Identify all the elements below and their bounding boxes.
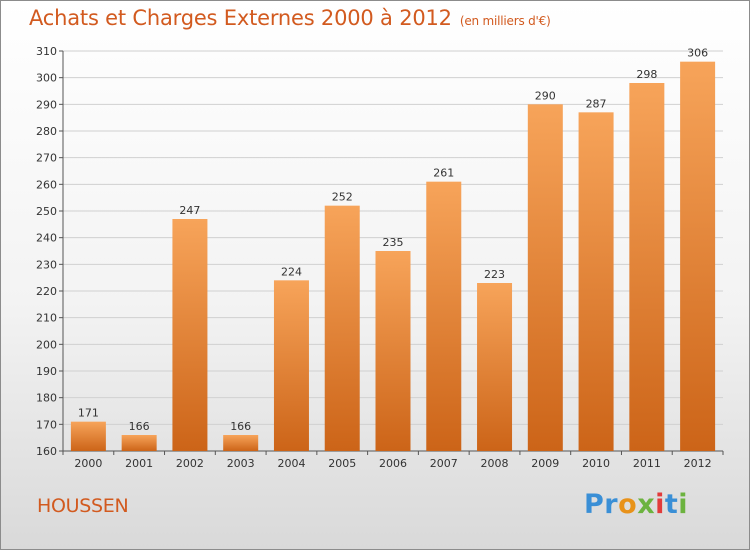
data-label: 252 xyxy=(332,191,353,204)
proxiti-logo: Proxiti xyxy=(584,489,688,520)
x-tick-label: 2008 xyxy=(481,457,509,470)
y-tick-label: 190 xyxy=(36,365,57,378)
y-tick-label: 220 xyxy=(36,285,57,298)
bar xyxy=(324,205,360,451)
x-tick-label: 2009 xyxy=(531,457,559,470)
bar xyxy=(477,283,513,451)
y-tick-label: 280 xyxy=(36,125,57,138)
data-label: 171 xyxy=(78,407,99,420)
bar xyxy=(121,435,157,451)
bar xyxy=(70,421,106,451)
y-tick-label: 200 xyxy=(36,338,57,351)
y-tick-label: 260 xyxy=(36,178,57,191)
x-tick-label: 2002 xyxy=(176,457,204,470)
data-label: 261 xyxy=(433,167,454,180)
x-tick-label: 2000 xyxy=(74,457,102,470)
y-tick-label: 180 xyxy=(36,392,57,405)
bar xyxy=(629,83,665,451)
y-tick-label: 290 xyxy=(36,98,57,111)
logo-letter: t xyxy=(664,489,679,520)
bar xyxy=(223,435,259,451)
data-label: 287 xyxy=(586,97,607,110)
commune-name: HOUSSEN xyxy=(37,495,129,517)
data-label: 290 xyxy=(535,89,556,102)
chart-subtitle: (en milliers d'€) xyxy=(459,14,551,28)
bar xyxy=(273,280,309,451)
x-tick-label: 2004 xyxy=(277,457,305,470)
data-label: 166 xyxy=(230,420,251,433)
data-label: 247 xyxy=(179,204,200,217)
x-tick-label: 2001 xyxy=(125,457,153,470)
y-tick-label: 270 xyxy=(36,152,57,165)
logo-letter: r xyxy=(604,489,619,520)
y-tick-label: 160 xyxy=(36,445,57,458)
logo-letter: i xyxy=(678,489,689,520)
x-tick-label: 2012 xyxy=(684,457,712,470)
bar xyxy=(172,219,208,451)
logo-letter: P xyxy=(584,489,605,520)
bar xyxy=(375,251,411,451)
chart-title-text: Achats et Charges Externes 2000 à 2012 xyxy=(29,6,452,30)
logo-letter: i xyxy=(655,489,665,520)
y-tick-label: 300 xyxy=(36,72,57,85)
x-tick-label: 2005 xyxy=(328,457,356,470)
bar xyxy=(527,104,563,451)
data-label: 235 xyxy=(383,236,404,249)
x-tick-label: 2006 xyxy=(379,457,407,470)
y-tick-label: 240 xyxy=(36,232,57,245)
logo-letter: x xyxy=(637,489,656,520)
logo-letter: o xyxy=(618,489,638,520)
y-tick-label: 250 xyxy=(36,205,57,218)
y-tick-label: 170 xyxy=(36,418,57,431)
y-tick-label: 230 xyxy=(36,258,57,271)
bar xyxy=(680,61,716,452)
x-tick-label: 2011 xyxy=(633,457,661,470)
x-tick-label: 2010 xyxy=(582,457,610,470)
data-label: 223 xyxy=(484,268,505,281)
bar xyxy=(578,112,614,451)
x-tick-label: 2003 xyxy=(227,457,255,470)
bar xyxy=(426,181,462,451)
data-label: 306 xyxy=(687,47,708,60)
y-tick-label: 310 xyxy=(36,45,57,58)
chart-title: Achats et Charges Externes 2000 à 2012 (e… xyxy=(29,6,551,30)
y-tick-label: 210 xyxy=(36,312,57,325)
x-tick-label: 2007 xyxy=(430,457,458,470)
data-label: 224 xyxy=(281,265,302,278)
data-label: 298 xyxy=(636,68,657,81)
data-label: 166 xyxy=(129,420,150,433)
